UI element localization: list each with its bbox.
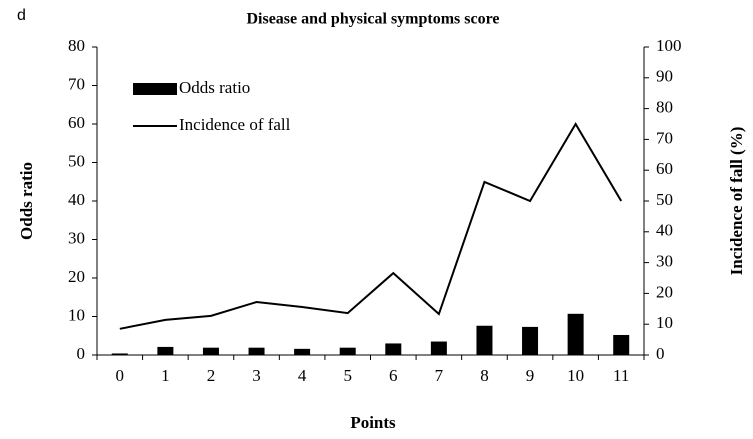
y-tick-label: 20 [68,267,85,286]
legend-label: Incidence of fall [179,115,291,134]
x-tick-label: 10 [567,366,584,385]
bar [202,347,219,355]
bar [613,334,630,355]
y2-tick-label: 100 [656,36,682,55]
y2-tick-label: 10 [656,313,673,332]
x-tick-label: 7 [435,366,444,385]
x-tick-label: 2 [207,366,216,385]
y-tick-label: 40 [68,190,85,209]
bar [294,348,311,355]
y-tick-label: 50 [68,151,85,170]
chart-title: Disease and physical symptoms score [246,11,499,28]
x-tick-label: 1 [161,366,170,385]
y2-tick-label: 30 [656,252,673,271]
y2-tick-label: 20 [656,282,673,301]
y2-tick-label: 50 [656,190,673,209]
panel-label: d [17,7,26,24]
x-axis-label: Points [350,413,396,432]
y2-tick-label: 70 [656,128,673,147]
bar [157,346,174,355]
y2-tick-label: 0 [656,344,665,363]
x-tick-label: 0 [116,366,125,385]
bar [430,341,447,355]
y-axis-label: Odds ratio [17,162,36,240]
line [119,122,623,330]
bar [522,326,539,355]
bar [476,325,493,355]
x-tick-label: 9 [526,366,535,385]
bar [339,347,356,355]
bar [111,353,128,355]
bar [567,313,584,355]
y2-axis-label: Incidence of fall (%) [727,127,746,276]
y-tick-label: 70 [68,74,85,93]
y-tick-label: 80 [68,36,85,55]
x-tick-label: 8 [480,366,489,385]
x-tick-label: 5 [343,366,352,385]
y-tick-label: 10 [68,305,85,324]
y-tick-label: 60 [68,113,85,132]
y2-tick-label: 40 [656,221,673,240]
y-tick-label: 0 [77,344,86,363]
legend-swatch [133,83,177,95]
legend-label: Odds ratio [179,78,250,97]
bar [385,343,402,355]
y2-tick-label: 60 [656,159,673,178]
bar [248,347,265,355]
x-tick-label: 3 [252,366,261,385]
x-tick-label: 6 [389,366,398,385]
x-tick-label: 11 [613,366,629,385]
x-tick-label: 4 [298,366,307,385]
y-tick-label: 30 [68,228,85,247]
y2-tick-label: 80 [656,98,673,117]
y2-tick-label: 90 [656,67,673,86]
